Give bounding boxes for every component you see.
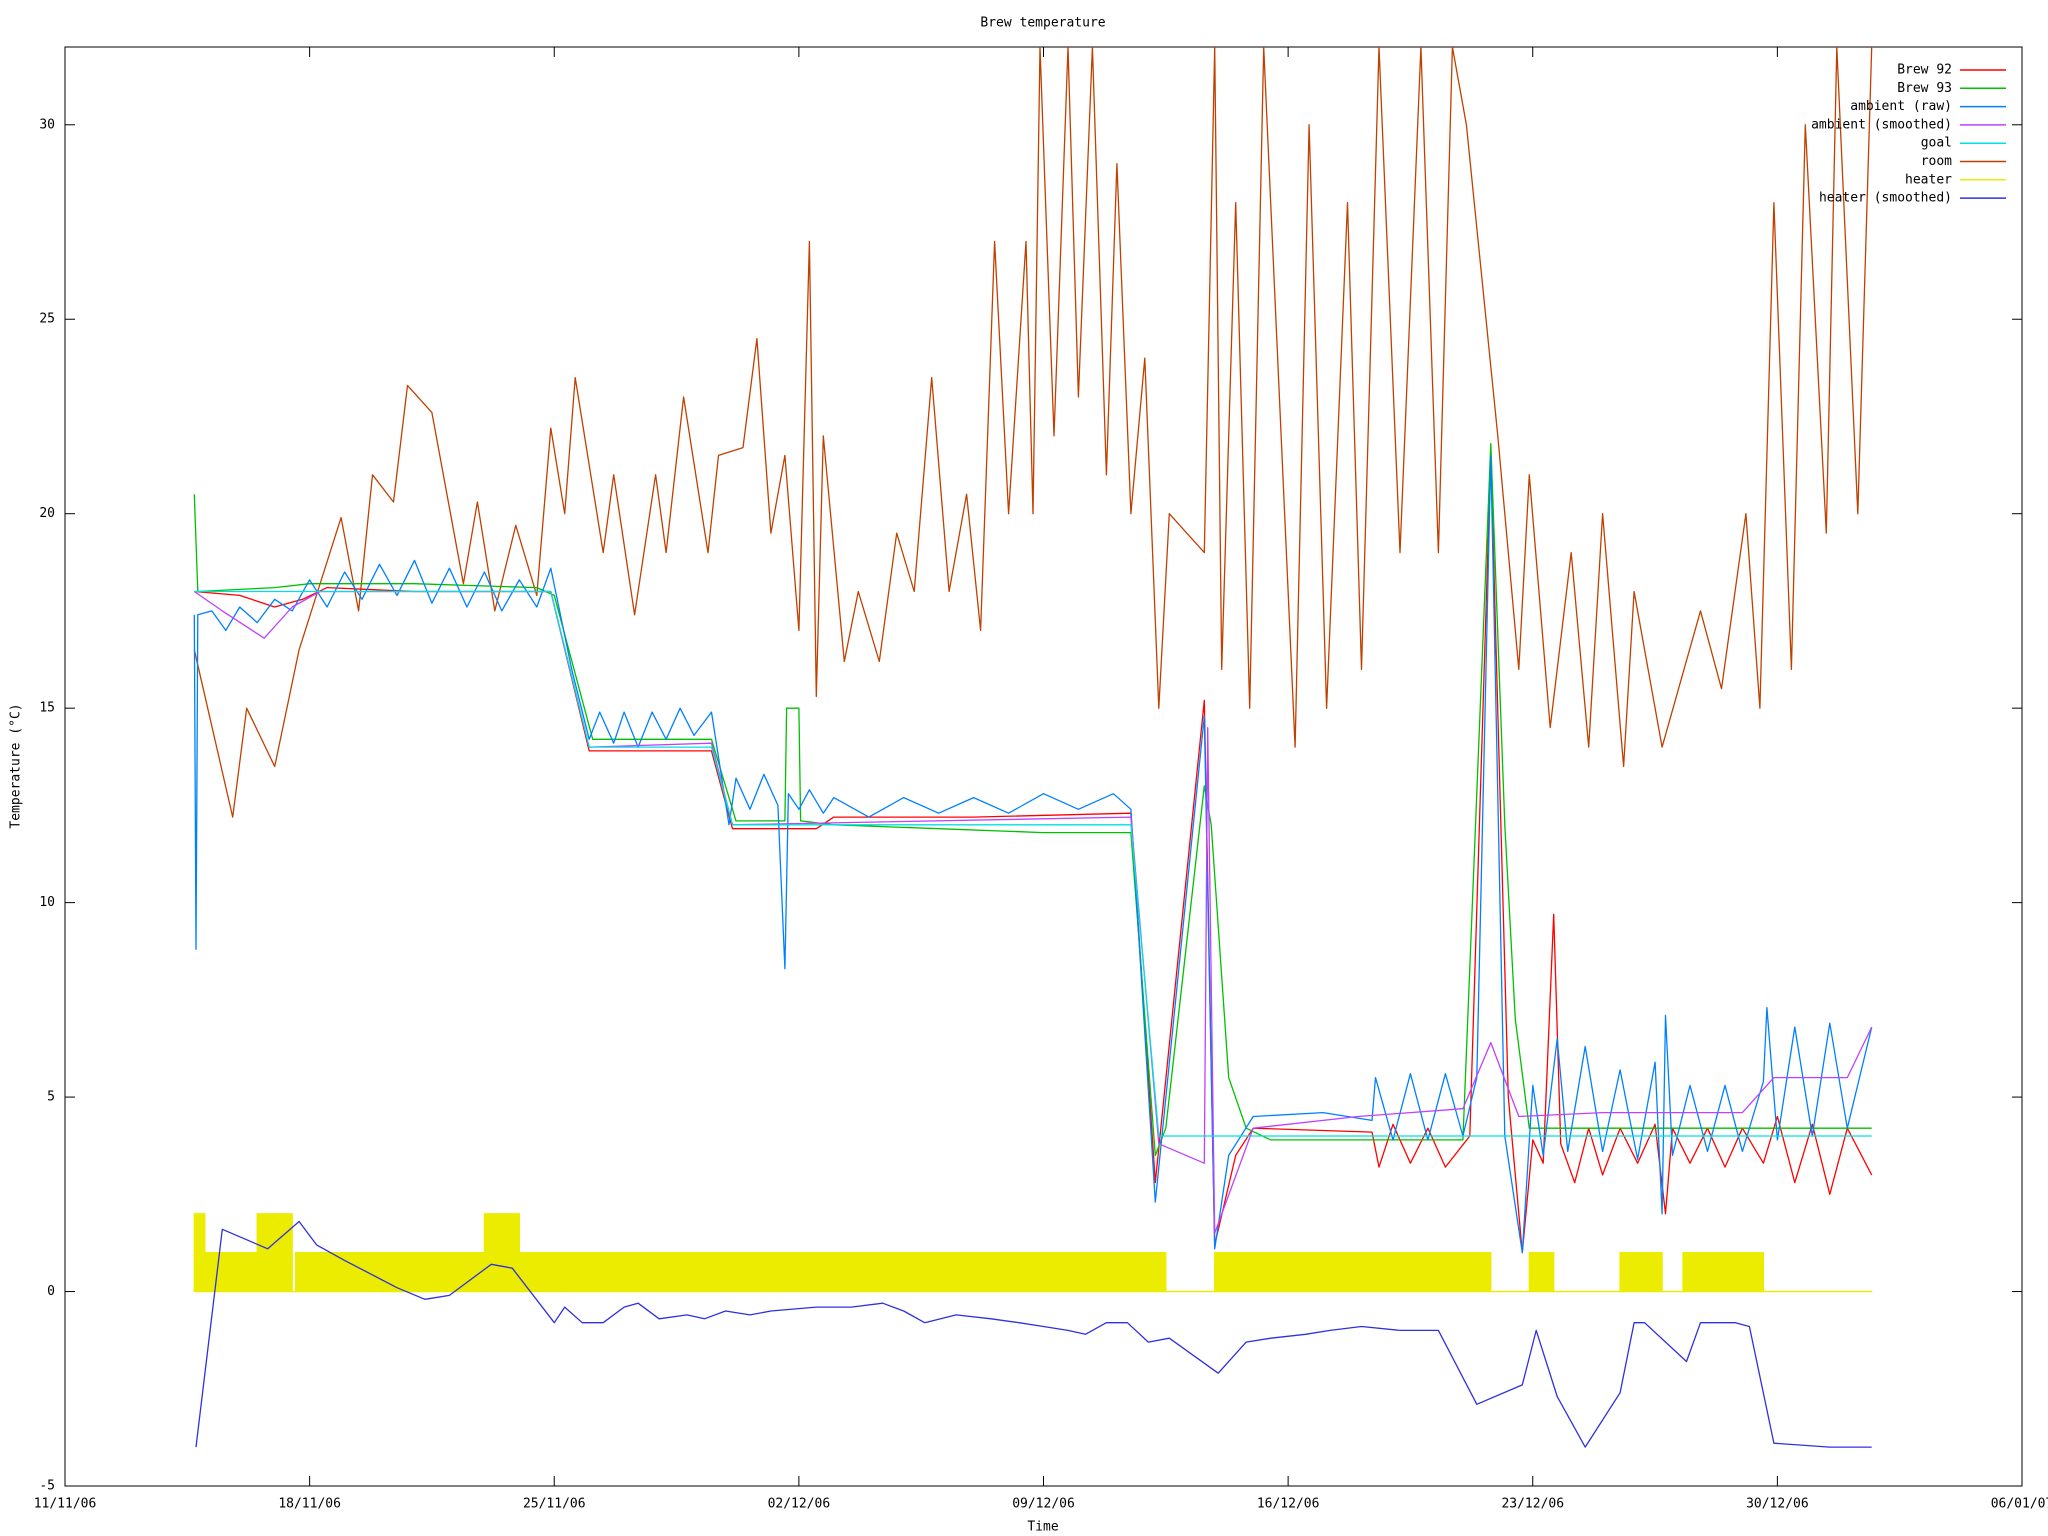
legend-label: ambient (smoothed) — [1811, 117, 1952, 132]
x-tick-label: 11/11/06 — [34, 1497, 97, 1512]
legend-label: Brew 92 — [1897, 63, 1952, 78]
chart-title: Brew temperature — [980, 16, 1105, 31]
x-tick-label: 18/11/06 — [278, 1497, 341, 1512]
y-tick-label: 10 — [39, 895, 55, 910]
series-line — [193, 1213, 1873, 1293]
y-axis-label: Temperature (°C) — [9, 703, 24, 828]
series-line — [195, 1220, 1872, 1448]
series-line — [193, 454, 1873, 1254]
series-line — [194, 454, 1873, 1254]
legend-label: heater (smoothed) — [1819, 191, 1952, 206]
legend-label: heater — [1905, 172, 1952, 187]
y-tick-label: 20 — [39, 506, 55, 521]
x-tick-label: 23/12/06 — [1501, 1497, 1564, 1512]
series-line — [193, 443, 1872, 1157]
series-line — [193, 47, 1873, 818]
series-line — [194, 590, 1872, 1137]
x-tick-label: 16/12/06 — [1257, 1497, 1320, 1512]
y-tick-label: 0 — [47, 1284, 55, 1299]
legend-label: goal — [1921, 136, 1952, 151]
x-tick-label: 06/01/07 — [1991, 1497, 2048, 1512]
legend-label: room — [1921, 154, 1952, 169]
x-tick-label: 25/11/06 — [523, 1497, 586, 1512]
legend-label: Brew 93 — [1897, 81, 1952, 96]
x-tick-label: 30/12/06 — [1746, 1497, 1809, 1512]
series-line — [193, 590, 1873, 1234]
x-tick-label: 02/12/06 — [768, 1497, 831, 1512]
y-tick-label: 15 — [39, 701, 55, 716]
x-axis-label: Time — [1027, 1520, 1058, 1535]
legend-label: ambient (raw) — [1850, 99, 1952, 114]
y-tick-label: -5 — [39, 1479, 55, 1494]
y-tick-label: 30 — [39, 117, 55, 132]
x-tick-label: 09/12/06 — [1012, 1497, 1075, 1512]
y-tick-label: 25 — [39, 312, 55, 327]
y-tick-label: 5 — [47, 1090, 55, 1105]
plot-area — [193, 47, 1873, 1448]
